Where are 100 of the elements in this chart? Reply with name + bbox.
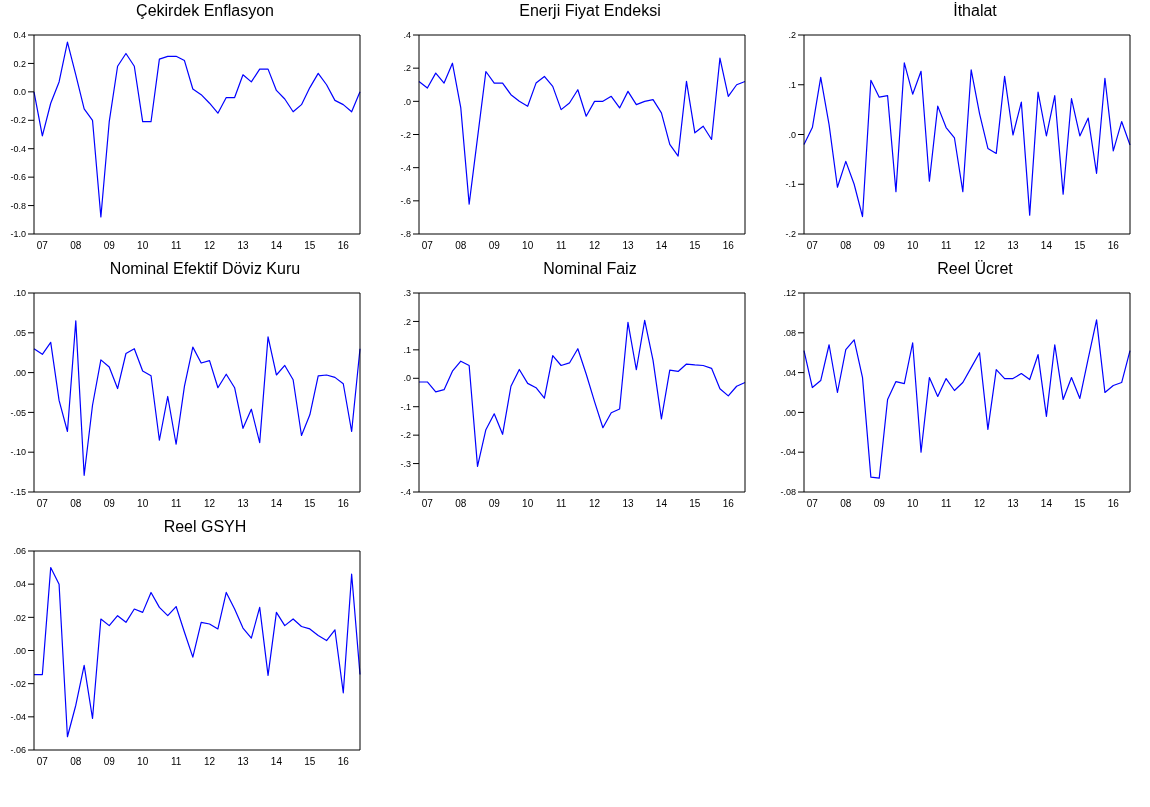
- x-tick-label: 10: [907, 240, 919, 252]
- y-tick-label: .2: [403, 63, 411, 74]
- y-tick-label: .0: [788, 129, 796, 140]
- x-tick-label: 16: [337, 498, 350, 510]
- x-tick-label: 07: [421, 240, 434, 252]
- line-series: [803, 62, 1131, 218]
- y-tick-label: .04: [783, 367, 796, 378]
- line-series: [418, 57, 746, 205]
- x-tick-label: 09: [103, 240, 116, 252]
- y-tick-label: 0.2: [13, 58, 26, 69]
- x-tick-label: 09: [873, 498, 886, 510]
- x-tick-label: 16: [722, 498, 735, 510]
- x-tick-label: 10: [137, 756, 149, 768]
- chart-title: Reel GSYH: [162, 517, 248, 537]
- x-tick-label: 15: [304, 498, 316, 510]
- x-tick-label: 12: [588, 498, 601, 510]
- y-tick-label: .1: [403, 345, 411, 356]
- x-tick-label: 15: [1074, 240, 1086, 252]
- x-tick-label: 15: [689, 240, 701, 252]
- x-tick-label: 08: [840, 498, 852, 510]
- line-series: [33, 41, 361, 218]
- x-tick-label: 11: [170, 498, 182, 510]
- y-tick-label: -0.2: [10, 115, 26, 126]
- x-tick-label: 15: [1074, 498, 1086, 510]
- x-tick-label: 08: [70, 756, 82, 768]
- y-tick-label: -1.0: [10, 229, 26, 240]
- x-tick-label: 11: [170, 240, 182, 252]
- x-tick-label: 08: [840, 240, 852, 252]
- chart-title: Nominal Efektif Döviz Kuru: [108, 259, 302, 279]
- y-tick-label: -.15: [10, 487, 26, 498]
- y-tick-label: .05: [13, 327, 26, 338]
- y-tick-label: -.3: [400, 458, 411, 469]
- x-tick-label: 12: [203, 240, 216, 252]
- y-tick-label: 0.4: [13, 30, 26, 41]
- y-tick-label: .06: [13, 546, 26, 557]
- chart-title: Çekirdek Enflasyon: [135, 1, 275, 21]
- x-tick-label: 10: [137, 498, 149, 510]
- chart-title: Nominal Faiz: [542, 259, 638, 279]
- x-tick-label: 11: [940, 240, 952, 252]
- x-tick-label: 11: [555, 498, 567, 510]
- y-tick-label: .4: [403, 30, 411, 41]
- y-tick-label: -.2: [400, 129, 411, 140]
- x-tick-label: 12: [203, 756, 216, 768]
- x-tick-label: 07: [36, 498, 49, 510]
- y-tick-label: -0.8: [10, 200, 26, 211]
- y-tick-label: .04: [13, 579, 26, 590]
- x-tick-label: 09: [873, 240, 886, 252]
- y-tick-label: .02: [13, 612, 26, 623]
- y-tick-label: -.1: [785, 179, 796, 190]
- y-tick-label: -0.6: [10, 172, 26, 183]
- x-tick-label: 13: [622, 240, 634, 252]
- y-tick-label: .1: [788, 79, 796, 90]
- x-tick-label: 10: [907, 498, 919, 510]
- x-tick-label: 08: [455, 240, 467, 252]
- x-tick-label: 16: [722, 240, 735, 252]
- x-tick-label: 16: [337, 756, 350, 768]
- chart-title: Enerji Fiyat Endeksi: [518, 1, 662, 21]
- x-tick-label: 12: [203, 498, 216, 510]
- y-tick-label: -.1: [400, 401, 411, 412]
- line-series: [418, 319, 746, 468]
- y-tick-label: -.10: [10, 447, 26, 458]
- x-tick-label: 12: [973, 498, 986, 510]
- y-tick-label: .3: [403, 288, 411, 299]
- x-tick-label: 14: [270, 498, 283, 510]
- x-tick-label: 08: [70, 240, 82, 252]
- x-tick-label: 13: [237, 756, 249, 768]
- y-tick-label: .10: [13, 288, 26, 299]
- y-tick-label: .2: [788, 30, 796, 41]
- x-tick-label: 14: [1040, 240, 1053, 252]
- x-tick-label: 14: [270, 756, 283, 768]
- x-tick-label: 09: [103, 498, 116, 510]
- x-tick-label: 14: [1040, 498, 1053, 510]
- y-tick-label: .08: [783, 327, 796, 338]
- x-tick-label: 09: [103, 756, 116, 768]
- y-tick-label: -.8: [400, 229, 411, 240]
- x-tick-label: 07: [36, 240, 49, 252]
- x-tick-label: 13: [1007, 240, 1019, 252]
- x-tick-label: 09: [488, 498, 501, 510]
- y-tick-label: -.06: [10, 745, 26, 756]
- y-tick-label: -.4: [400, 162, 411, 173]
- x-tick-label: 07: [806, 498, 819, 510]
- x-tick-label: 13: [237, 240, 249, 252]
- x-tick-label: 16: [1107, 498, 1120, 510]
- x-tick-label: 10: [137, 240, 149, 252]
- y-tick-label: -.4: [400, 487, 411, 498]
- y-tick-label: 0.0: [13, 87, 26, 98]
- chart-title: İthalat: [952, 1, 998, 21]
- x-tick-label: 13: [237, 498, 249, 510]
- y-tick-label: .00: [783, 407, 796, 418]
- x-tick-label: 15: [689, 498, 701, 510]
- x-tick-label: 14: [270, 240, 283, 252]
- x-tick-label: 10: [522, 498, 534, 510]
- x-tick-label: 16: [1107, 240, 1120, 252]
- x-tick-label: 16: [337, 240, 350, 252]
- x-tick-label: 08: [70, 498, 82, 510]
- y-tick-label: .00: [13, 367, 26, 378]
- x-tick-label: 11: [940, 498, 952, 510]
- x-tick-label: 15: [304, 756, 316, 768]
- chart-title: Reel Ücret: [936, 259, 1014, 279]
- x-tick-label: 12: [588, 240, 601, 252]
